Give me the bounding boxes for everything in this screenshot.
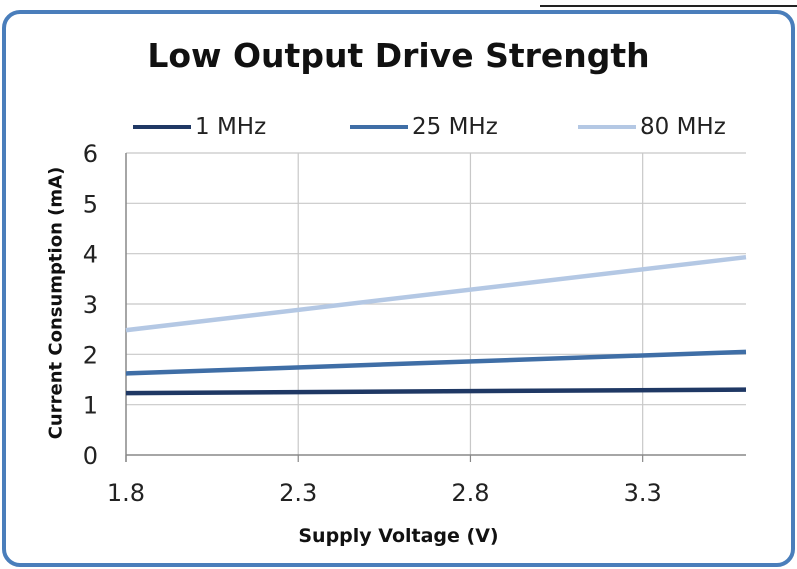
y-tick-label-4: 4 — [83, 241, 98, 269]
y-tick-label-0: 0 — [83, 442, 98, 470]
y-tick-label-5: 5 — [83, 190, 98, 218]
top-edge-line — [540, 0, 797, 7]
y-tick-label-1: 1 — [83, 392, 98, 420]
legend-item-80mhz: 80 MHz — [578, 113, 726, 141]
series-line-25-mhz — [125, 349, 747, 376]
y-axis-label: Current Consumption (mA) — [45, 166, 67, 440]
legend-item-25mhz: 25 MHz — [350, 113, 498, 141]
chart-title: Low Output Drive Strength — [147, 36, 650, 75]
series-line-80-mhz — [125, 254, 747, 333]
legend-label-1mhz: 1 MHz — [195, 114, 267, 140]
y-tick-label-3: 3 — [83, 291, 98, 319]
y-tick-label-6: 6 — [83, 140, 98, 168]
x-tick-label-2.8: 2.8 — [451, 479, 489, 507]
series-line-1-mhz — [125, 387, 747, 396]
x-tick-label-2.3: 2.3 — [279, 479, 317, 507]
legend-swatch-1mhz — [133, 125, 191, 129]
legend-label-80mhz: 80 MHz — [640, 114, 726, 140]
y-tick-label-2: 2 — [83, 341, 98, 369]
legend-swatch-25mhz — [350, 125, 408, 129]
x-axis-label: Supply Voltage (V) — [298, 525, 499, 547]
legend-swatch-80mhz — [578, 125, 636, 129]
legend-item-1mhz: 1 MHz — [133, 113, 266, 141]
x-tick-label-3.3: 3.3 — [624, 479, 662, 507]
chart-frame — [2, 10, 795, 567]
legend-label-25mhz: 25 MHz — [412, 114, 498, 140]
x-tick-label-1.8: 1.8 — [107, 479, 145, 507]
